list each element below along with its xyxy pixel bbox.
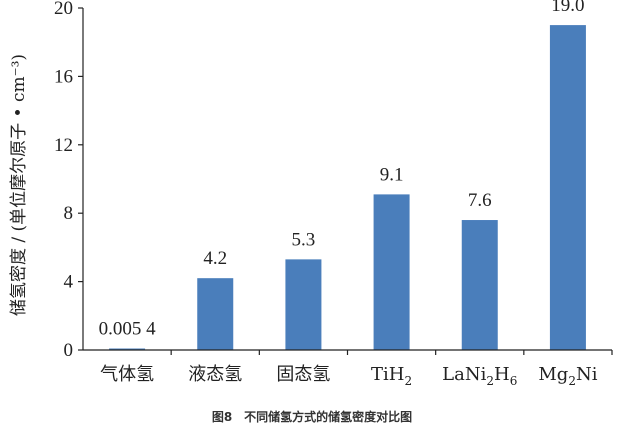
data-label: 9.1 <box>380 164 404 185</box>
x-tick-label: 气体氢 <box>100 364 154 385</box>
x-tick-label: 固态氢 <box>276 364 330 385</box>
y-tick-label: 12 <box>54 135 73 156</box>
bar <box>109 348 146 350</box>
bars: 0.005 4 4.2 5.3 9.1 7.6 19.0 <box>99 0 586 350</box>
y-tick-label: 20 <box>54 0 73 19</box>
bar <box>549 25 586 350</box>
data-label: 7.6 <box>468 190 492 211</box>
data-label: 4.2 <box>203 248 227 269</box>
y-axis: 0 4 8 12 16 20 <box>54 0 84 361</box>
y-tick-label: 4 <box>64 272 74 293</box>
bar <box>285 259 322 350</box>
data-label: 0.005 4 <box>99 319 157 340</box>
x-tick-label: 液态氢 <box>188 364 242 385</box>
y-tick-label: 8 <box>64 203 74 224</box>
bar-chart: 0 4 8 12 16 20 0.005 4 4.2 5.3 9.1 7.6 19.0 气体氢 液态氢… <box>9 0 613 388</box>
x-tick-label: LaNi2H6 <box>442 364 517 388</box>
y-axis-title: 储氢密度 / (单位摩尔原子 • cm⁻³) <box>9 54 29 316</box>
y-tick-label: 0 <box>64 340 74 361</box>
x-tick-label: Mg2Ni <box>538 364 597 388</box>
data-label: 5.3 <box>292 229 316 250</box>
y-tick-label: 16 <box>54 66 73 87</box>
bar <box>197 278 234 350</box>
x-tick-label: TiH2 <box>371 364 412 388</box>
data-label: 19.0 <box>551 0 584 16</box>
x-axis: 气体氢 液态氢 固态氢 TiH2 LaNi2H6 Mg2Ni <box>83 349 613 388</box>
figure-caption: 图8 不同储氢方式的储氢密度对比图 <box>211 410 413 424</box>
bar <box>461 220 498 350</box>
bar <box>373 194 410 350</box>
